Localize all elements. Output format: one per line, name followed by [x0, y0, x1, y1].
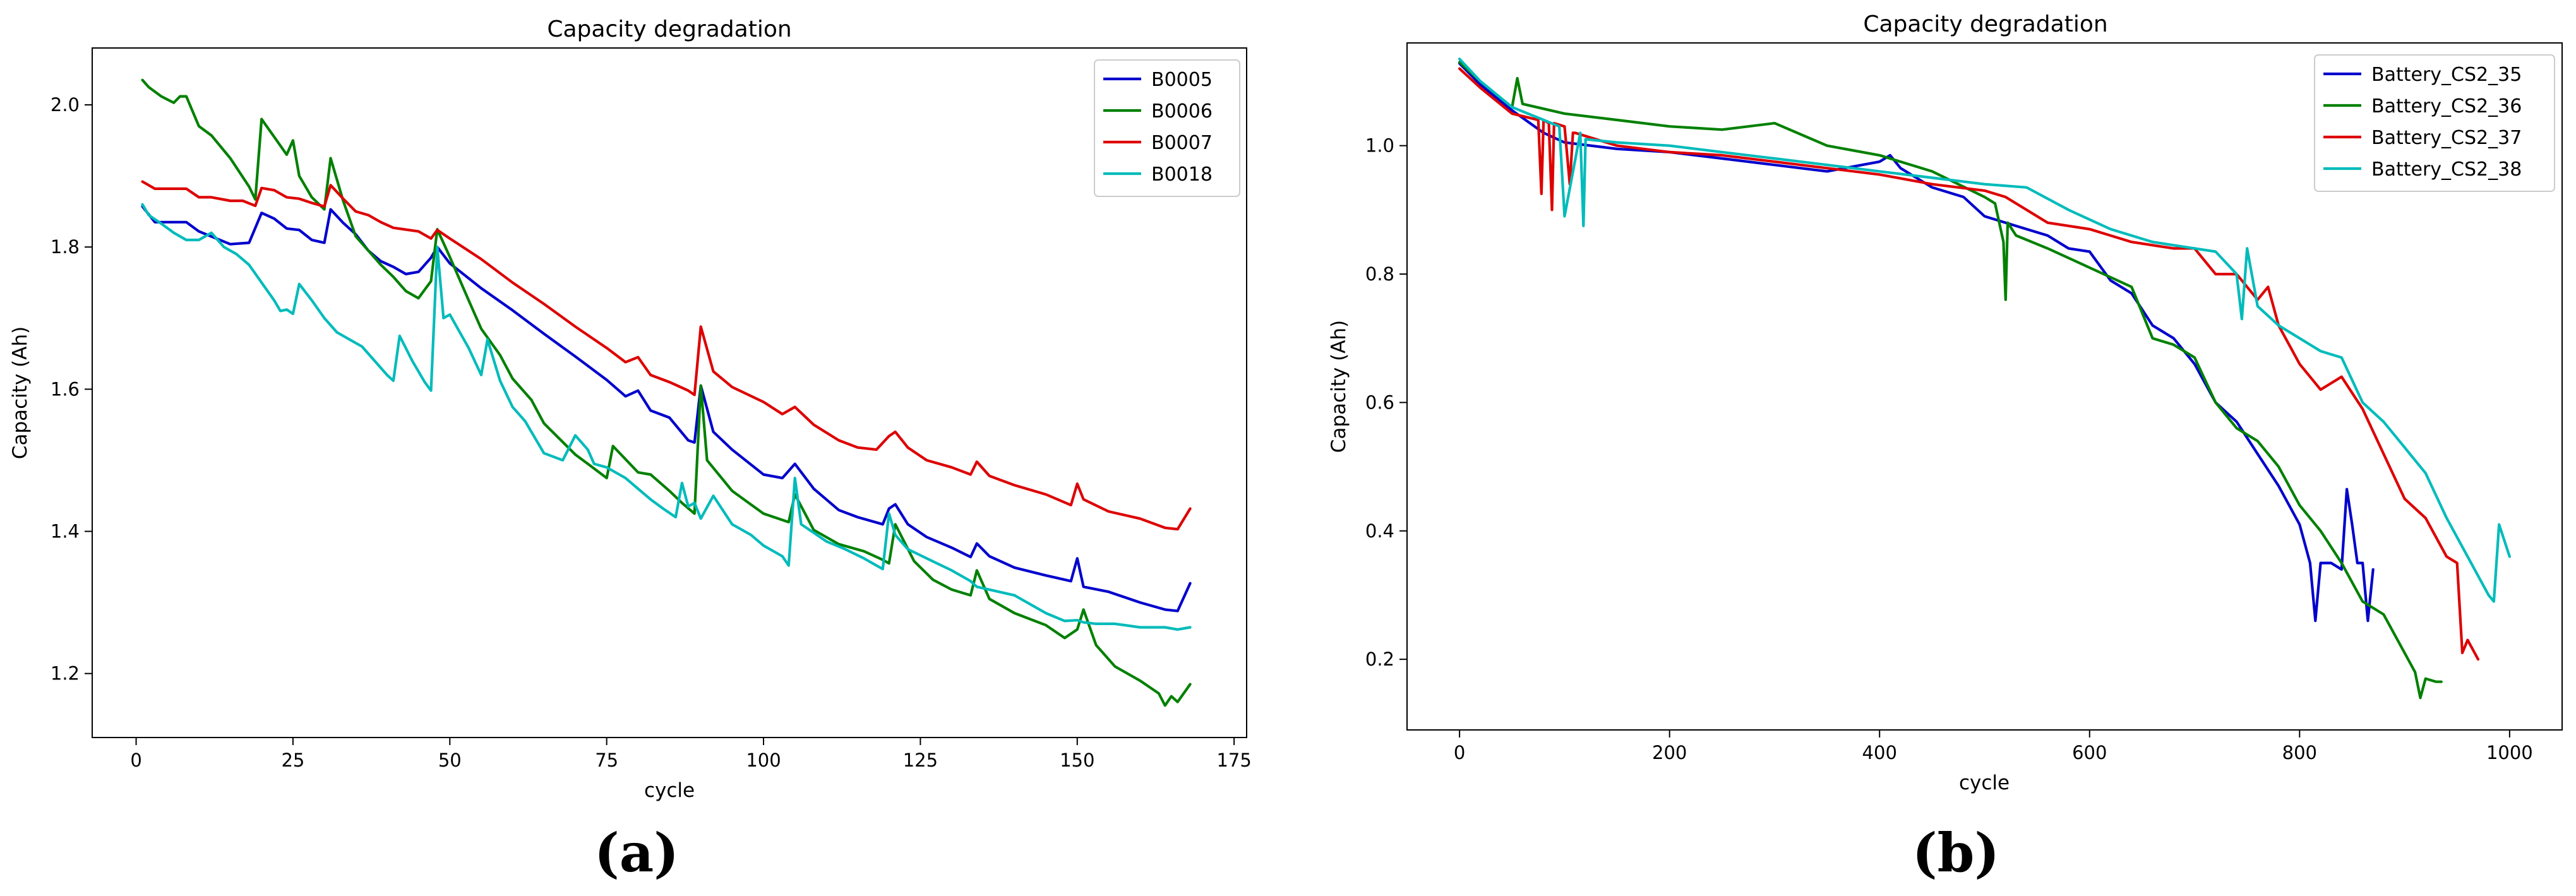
chart-a-series [141, 78, 1192, 707]
chart-a-y-label: Capacity (Ah) [9, 326, 32, 459]
x-tick-label: 400 [1862, 742, 1897, 763]
series-line-battery-cs2-37 [1458, 67, 2480, 661]
legend-label: B0018 [1151, 164, 1213, 186]
series-line-b0018 [141, 203, 1192, 631]
legend-label: Battery_CS2_35 [2371, 64, 2522, 86]
legend-box [2314, 54, 2555, 192]
series-line-battery-cs2-35 [1458, 62, 2375, 623]
panel-b-label: (b) [1912, 821, 1999, 884]
y-tick-label: 1.2 [51, 663, 80, 684]
legend-label: Battery_CS2_36 [2371, 95, 2522, 117]
chart-a-plot-area [92, 47, 1247, 738]
series-line-b0005 [141, 205, 1192, 612]
chart-a-title: Capacity degradation [547, 16, 791, 42]
chart-b-ticks: 0 200 400 600 800 1000 0.2 0.4 0.6 0.8 1.0 [1365, 135, 2533, 763]
x-tick-label: 0 [130, 750, 141, 771]
legend-label: Battery_CS2_37 [2371, 127, 2522, 149]
x-tick-label: 175 [1216, 750, 1251, 771]
legend-label: Battery_CS2_38 [2371, 158, 2522, 181]
x-tick-label: 75 [595, 750, 618, 771]
chart-a-legend: B0005 B0006 B0007 B0018 [1094, 59, 1240, 197]
y-tick-label: 1.4 [51, 521, 80, 542]
x-tick-label: 1000 [2486, 742, 2533, 763]
y-tick-label: 0.2 [1365, 648, 1394, 670]
chart-b-title: Capacity degradation [1863, 11, 2107, 37]
panel-b-chart: Capacity degradation 0 200 400 600 800 1000 0.… [1327, 11, 2563, 884]
legend-label: B0007 [1151, 132, 1213, 154]
y-tick-label: 0.8 [1365, 263, 1394, 285]
x-tick-label: 125 [903, 750, 938, 771]
legend-label: B0006 [1151, 100, 1213, 122]
y-tick-label: 1.0 [1365, 135, 1394, 157]
x-tick-label: 50 [438, 750, 462, 771]
series-line-battery-cs2-38 [1458, 57, 2511, 603]
y-tick-label: 1.6 [51, 378, 80, 400]
x-tick-label: 600 [2072, 742, 2107, 763]
x-tick-label: 800 [2282, 742, 2317, 763]
y-tick-label: 0.6 [1365, 391, 1394, 413]
x-tick-label: 0 [1454, 742, 1465, 763]
series-line-battery-cs2-36 [1458, 61, 2443, 700]
y-tick-label: 1.8 [51, 236, 80, 258]
legend-box [1094, 59, 1240, 197]
series-line-b0007 [141, 180, 1192, 531]
y-tick-label: 0.4 [1365, 520, 1394, 542]
legend-label: B0005 [1151, 69, 1213, 91]
chart-b-series [1458, 57, 2511, 700]
chart-b-y-label: Capacity (Ah) [1327, 320, 1350, 453]
panel-a-label: (a) [594, 821, 679, 884]
series-line-b0006 [141, 78, 1192, 707]
panel-a-chart: Capacity degradation 0 25 50 75 100 125 150 175… [9, 16, 1252, 884]
x-tick-label: 100 [746, 750, 781, 771]
x-tick-label: 25 [281, 750, 304, 771]
x-tick-label: 150 [1060, 750, 1094, 771]
chart-a-x-label: cycle [644, 779, 695, 802]
chart-a-ticks: 0 25 50 75 100 125 150 175 1.2 1.4 1.6 1.8 2.0 [51, 94, 1252, 771]
chart-b-legend: Battery_CS2_35 Battery_CS2_36 Battery_CS2_… [2314, 54, 2555, 192]
y-tick-label: 2.0 [51, 94, 80, 116]
x-tick-label: 200 [1652, 742, 1687, 763]
chart-b-x-label: cycle [1959, 772, 2010, 794]
